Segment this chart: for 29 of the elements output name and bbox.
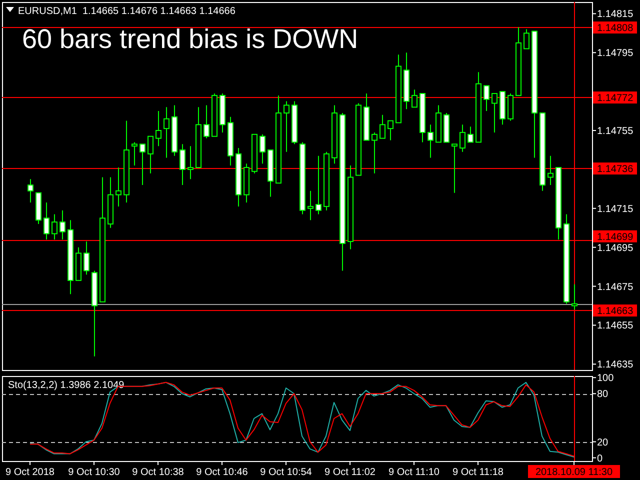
x-tick-label: 9 Oct 11:10	[388, 467, 440, 478]
y-tick-label: 80	[597, 389, 609, 400]
ref-line-label: 1.14808	[597, 23, 634, 34]
annotation: 60 bars trend bias is DOWN	[22, 24, 358, 54]
x-tick-label: 9 Oct 11:02	[324, 467, 376, 478]
ref-line-label: 1.14772	[597, 93, 634, 104]
x-tick-label: 9 Oct 10:38	[132, 467, 184, 478]
y-tick-label: 1.14655	[597, 320, 634, 332]
y-tick-label: 1.14635	[597, 360, 634, 371]
y-tick-label: 0	[597, 453, 603, 464]
y-tick-label: 1.14755	[597, 126, 634, 138]
x-tick-label: 9 Oct 2018	[6, 467, 55, 478]
y-tick-label: 1.14715	[597, 204, 634, 215]
y-tick-label: 1.14695	[597, 242, 634, 254]
x-tick-label: 9 Oct 10:46	[196, 467, 248, 478]
y-tick-label: 1.14675	[597, 282, 634, 293]
ref-line-label: 1.14736	[597, 164, 634, 175]
chart-title: EURUSD,M1 1.14665 1.14676 1.14663 1.14666	[18, 6, 236, 17]
ref-line-label: 1.14699	[597, 232, 634, 243]
y-tick-label: 1.14795	[597, 48, 634, 60]
y-tick-label: 1.14815	[597, 9, 634, 20]
x-tick-label: 9 Oct 10:30	[68, 467, 120, 478]
x-tick-label: 2018.10.09 11:30	[535, 467, 613, 478]
ref-line-label: 1.14663	[597, 306, 634, 317]
x-tick-label: 9 Oct 11:18	[452, 467, 504, 478]
x-tick-label: 9 Oct 10:54	[260, 467, 312, 478]
y-tick-label: 100	[597, 373, 614, 384]
y-tick-label: 20	[597, 437, 609, 448]
chart-title: Sto(13,2,2) 1.3986 2.1049	[8, 380, 125, 391]
